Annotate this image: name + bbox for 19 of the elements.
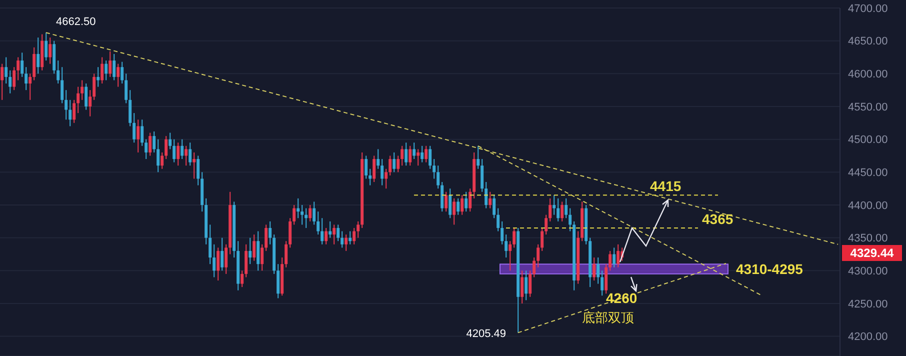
y-tick-label: 4400.00 [848,200,888,212]
y-tick-label: 4450.00 [848,167,888,180]
text: 4329.44 [850,246,894,260]
ref-line-label: 4365 [702,210,734,227]
annotation: 4205.49 [466,328,506,340]
y-tick-label: 4550.00 [848,101,888,114]
y-tick-label: 4600.00 [848,68,888,81]
y-tick-label: 4350.00 [848,232,888,245]
y-tick-label: 4200.00 [848,331,888,344]
y-tick-label: 4250.00 [848,298,888,310]
annotation: 4260 [606,290,638,306]
y-tick-label: 4700.00 [848,2,888,15]
y-tick-label: 4300.00 [848,266,888,278]
y-tick-label: 4500.00 [848,134,888,146]
annotation: 底部双顶 [582,310,634,325]
annotation: 4662.50 [56,16,96,28]
y-tick-label: 4650.00 [848,36,888,48]
ref-line-label: 4415 [650,178,682,194]
band-label: 4310-4295 [736,261,804,277]
